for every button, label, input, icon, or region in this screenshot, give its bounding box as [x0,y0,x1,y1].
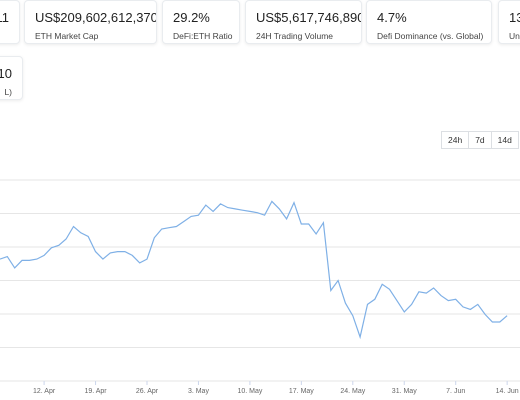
stat-card-eth-market-cap: US$209,602,612,370 ETH Market Cap [24,0,157,44]
stat-card-defi-dominance: 4.7% Defi Dominance (vs. Global) [366,0,492,44]
price-line [0,200,508,340]
stat-value: US$5,617,746,890 [256,10,362,25]
x-tick-label: 10. May [237,388,262,395]
stat-card-partial-right: 13 Uni [498,0,520,44]
x-tick-label: 24. May [340,388,365,395]
x-tick-label: 3. May [188,388,210,395]
stat-value: 13 [509,10,520,25]
chart-series [0,200,508,340]
x-tick-label: 12. Apr [33,388,56,395]
stat-label: Uni [509,31,520,41]
chart-grid [0,179,520,382]
x-tick-label: 17. May [289,388,314,395]
stat-label: L) [4,87,12,97]
x-tick-label: 31. May [392,388,417,395]
stat-card-24h-volume: US$5,617,746,890 24H Trading Volume [245,0,362,44]
stat-value: 4.7% [377,10,407,25]
x-tick-label: 19. Apr [84,388,107,395]
stat-label: ETH Market Cap [35,31,99,41]
stat-card-partial-left-2: 710 L) [0,56,23,100]
stat-label: DeFi:ETH Ratio [173,31,233,41]
range-button-14d[interactable]: 14d [490,131,519,149]
x-tick-label: 14. Jun [496,388,519,395]
range-button-24h[interactable]: 24h [441,131,470,149]
stat-value: 11 [0,10,9,25]
stat-value: US$209,602,612,370 [35,10,157,25]
stat-card-partial-left: 11 [0,0,20,44]
x-tick-label: 26. Apr [136,388,159,395]
stat-label: 24H Trading Volume [256,31,334,41]
range-button-7d[interactable]: 7d [468,131,492,149]
time-range-selector: 24h 7d 14d [441,131,519,149]
stat-value: 29.2% [173,10,210,25]
price-chart: 12. Apr 19. Apr 26. Apr 3. May 10. May 17. Ma… [0,179,520,395]
stat-card-defi-eth-ratio: 29.2% DeFi:ETH Ratio [162,0,240,44]
stat-value: 710 [0,66,12,81]
x-axis: 12. Apr 19. Apr 26. Apr 3. May 10. May 17. Ma… [33,381,519,395]
stat-label: Defi Dominance (vs. Global) [377,31,484,41]
x-tick-label: 7. Jun [446,388,465,395]
